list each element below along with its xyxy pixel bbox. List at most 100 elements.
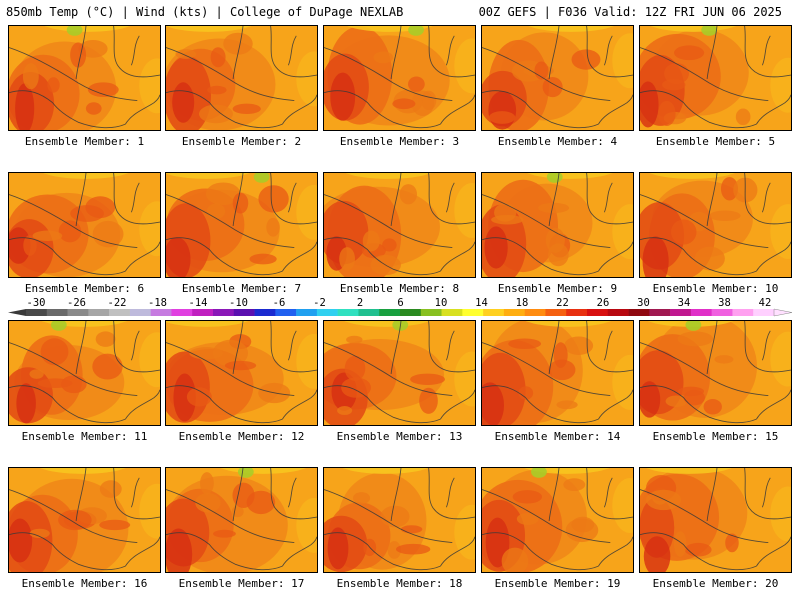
ensemble-member-label: Ensemble Member: 4 — [497, 135, 618, 148]
colorbar-tick-label: 2 — [357, 297, 363, 309]
colorbar-swatch — [26, 309, 48, 316]
ensemble-member-label: Ensemble Member: 7 — [181, 282, 302, 295]
colorbar-swatch — [67, 309, 89, 316]
ensemble-member-map — [8, 467, 161, 573]
ensemble-member-label: Ensemble Member: 1 — [24, 135, 145, 148]
temperature-field — [9, 173, 160, 277]
ensemble-member-map — [323, 25, 476, 131]
colorbar-swatch — [192, 309, 214, 316]
temperature-field — [166, 173, 317, 277]
colorbar-swatch — [420, 309, 442, 316]
ensemble-member-map — [481, 320, 634, 426]
ensemble-member-map — [8, 172, 161, 278]
ensemble-member-map — [481, 467, 634, 573]
colorbar-tick-label: 30 — [637, 297, 650, 309]
colorbar-swatch — [254, 309, 276, 316]
colorbar-swatch — [483, 309, 505, 316]
ensemble-member-label: Ensemble Member: 8 — [339, 282, 460, 295]
ensemble-member-map — [481, 172, 634, 278]
ensemble-member-map — [481, 25, 634, 131]
colorbar-swatch — [213, 309, 235, 316]
colorbar-swatch — [171, 309, 193, 316]
temperature-field — [9, 468, 160, 572]
colorbar-swatch — [711, 309, 733, 316]
temperature-field — [482, 26, 633, 130]
ensemble-member-map — [323, 320, 476, 426]
colorbar-swatch — [441, 309, 463, 316]
temperature-field — [482, 468, 633, 572]
map-title: 850mb Temp (°C) | Wind (kts) | College o… — [6, 5, 404, 19]
ensemble-member-label: Ensemble Member: 13 — [336, 430, 463, 443]
temperature-field — [166, 468, 317, 572]
colorbar-swatch — [753, 309, 775, 316]
colorbar-swatch — [462, 309, 484, 316]
temperature-field — [640, 321, 791, 425]
colorbar-tick-label: 18 — [516, 297, 529, 309]
ensemble-member-map — [165, 467, 318, 573]
colorbar-swatch — [379, 309, 401, 316]
colorbar-swatch — [670, 309, 692, 316]
temperature-field — [166, 321, 317, 425]
ensemble-member-map — [8, 25, 161, 131]
colorbar-swatch — [545, 309, 567, 316]
colorbar-swatch — [358, 309, 380, 316]
temperature-field — [324, 321, 475, 425]
ensemble-member-map — [639, 25, 792, 131]
colorbar-swatch — [316, 309, 338, 316]
ensemble-member-label: Ensemble Member: 12 — [178, 430, 305, 443]
colorbar-tick-label: -26 — [67, 297, 86, 309]
colorbar-swatch — [129, 309, 151, 316]
colorbar-tick-label: 6 — [397, 297, 403, 309]
colorbar-tick-label: -6 — [273, 297, 286, 309]
temperature-field — [640, 468, 791, 572]
ensemble-member-label: Ensemble Member: 5 — [655, 135, 776, 148]
colorbar-swatch — [524, 309, 546, 316]
ensemble-member-map — [165, 172, 318, 278]
colorbar-swatch — [628, 309, 650, 316]
temperature-field — [640, 173, 791, 277]
colorbar-swatch — [233, 309, 255, 316]
ensemble-member-label: Ensemble Member: 10 — [652, 282, 779, 295]
colorbar-tick-label: -22 — [108, 297, 127, 309]
temperature-field — [324, 173, 475, 277]
ensemble-member-map — [639, 467, 792, 573]
ensemble-member-map — [165, 25, 318, 131]
ensemble-member-map — [639, 172, 792, 278]
ensemble-member-label: Ensemble Member: 16 — [21, 577, 148, 590]
colorbar-swatch — [46, 309, 68, 316]
colorbar-tick-label: -18 — [148, 297, 167, 309]
ensemble-member-map — [323, 467, 476, 573]
temperature-field — [324, 26, 475, 130]
colorbar-tick-label: 34 — [678, 297, 691, 309]
ensemble-member-map — [8, 320, 161, 426]
colorbar-swatch — [503, 309, 525, 316]
colorbar-tick-label: 38 — [718, 297, 731, 309]
colorbar-swatch — [649, 309, 671, 316]
ensemble-member-label: Ensemble Member: 17 — [178, 577, 305, 590]
ensemble-member-label: Ensemble Member: 14 — [494, 430, 621, 443]
temperature-field — [482, 321, 633, 425]
colorbar-swatch — [150, 309, 172, 316]
colorbar-tick-label: -30 — [27, 297, 46, 309]
ensemble-member-label: Ensemble Member: 11 — [21, 430, 148, 443]
temperature-field — [482, 173, 633, 277]
colorbar-tick-label: -14 — [189, 297, 208, 309]
ensemble-member-map — [165, 320, 318, 426]
colorbar-tick-label: 26 — [597, 297, 610, 309]
ensemble-member-label: Ensemble Member: 2 — [181, 135, 302, 148]
colorbar-tick-label: 22 — [556, 297, 569, 309]
colorbar-tick-label: 10 — [435, 297, 448, 309]
ensemble-member-label: Ensemble Member: 20 — [652, 577, 779, 590]
ensemble-member-label: Ensemble Member: 19 — [494, 577, 621, 590]
ensemble-member-map — [323, 172, 476, 278]
colorbar-swatch — [400, 309, 422, 316]
model-run-info: 00Z GEFS | F036 Valid: 12Z FRI JUN 06 20… — [478, 5, 782, 19]
colorbar-tick-label: 42 — [759, 297, 772, 309]
colorbar-swatch — [88, 309, 110, 316]
temperature-field — [9, 321, 160, 425]
temperature-colorbar: -30 -26 -22 -18 -14 -10 -6 -2 2 6 10 14 18 22 26 30 34 38… — [8, 297, 792, 317]
colorbar-swatch — [732, 309, 754, 316]
colorbar-swatch — [337, 309, 359, 316]
colorbar-swatch — [275, 309, 297, 316]
colorbar-swatch — [587, 309, 609, 316]
